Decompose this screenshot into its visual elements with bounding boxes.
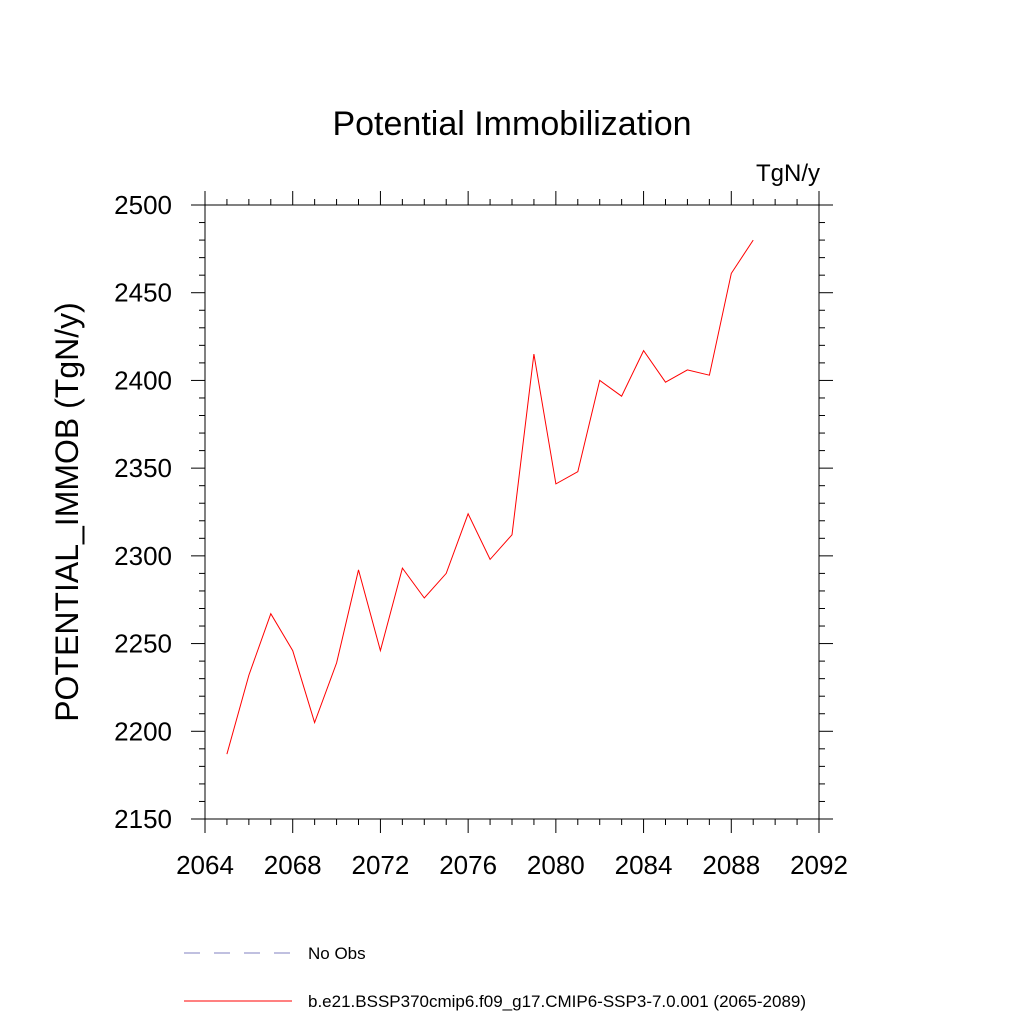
y-tick-label: 2250 bbox=[114, 629, 172, 659]
series-point bbox=[226, 753, 227, 754]
y-tick-label: 2450 bbox=[114, 278, 172, 308]
x-tick-label: 2088 bbox=[702, 850, 760, 880]
series-point bbox=[753, 239, 754, 240]
series-point bbox=[709, 375, 710, 376]
series-point bbox=[380, 650, 381, 651]
x-tick-label: 2072 bbox=[352, 850, 410, 880]
series-point bbox=[555, 483, 556, 484]
series-point bbox=[314, 722, 315, 723]
x-tick-label: 2076 bbox=[439, 850, 497, 880]
x-tick-label: 2064 bbox=[176, 850, 234, 880]
series-point bbox=[621, 396, 622, 397]
series-point bbox=[511, 534, 512, 535]
series-point bbox=[731, 273, 732, 274]
series-point bbox=[358, 569, 359, 570]
series-point bbox=[336, 662, 337, 663]
chart-title: Potential Immobilization bbox=[332, 105, 691, 143]
series-point bbox=[248, 675, 249, 676]
x-tick-label: 2068 bbox=[264, 850, 322, 880]
series-point bbox=[402, 568, 403, 569]
series-point bbox=[577, 471, 578, 472]
series-point bbox=[687, 369, 688, 370]
y-tick-label: 2150 bbox=[114, 804, 172, 834]
series-point bbox=[599, 380, 600, 381]
series-point bbox=[489, 559, 490, 560]
plot-frame bbox=[204, 204, 820, 820]
series-point bbox=[643, 350, 644, 351]
y-axis-label: POTENTIAL_IMMOB (TgN/y) bbox=[49, 302, 85, 722]
series-point bbox=[665, 382, 666, 383]
axis-ticks bbox=[191, 191, 833, 833]
legend-label-model: b.e21.BSSP370cmip6.f09_g17.CMIP6-SSP3-7.… bbox=[308, 992, 806, 1011]
series-point bbox=[424, 597, 425, 598]
series-line-0 bbox=[226, 239, 754, 755]
x-tick-label: 2080 bbox=[527, 850, 585, 880]
y-tick-label: 2200 bbox=[114, 716, 172, 746]
series-layer bbox=[226, 239, 754, 755]
y-tick-label: 2500 bbox=[114, 190, 172, 220]
tick-labels: 2064 2068 2072 2076 2080 2084 2088 2092 2150 2200… bbox=[114, 190, 848, 880]
x-tick-label: 2084 bbox=[615, 850, 673, 880]
series-point bbox=[292, 650, 293, 651]
legend: No Obs b.e21.BSSP370cmip6.f09_g17.CMIP6-… bbox=[184, 944, 806, 1011]
legend-label-no-obs: No Obs bbox=[308, 944, 366, 963]
x-tick-label: 2092 bbox=[790, 850, 848, 880]
series-point bbox=[270, 613, 271, 614]
series-point bbox=[446, 573, 447, 574]
series-point bbox=[533, 354, 534, 355]
y-tick-label: 2350 bbox=[114, 453, 172, 483]
series-point bbox=[468, 513, 469, 514]
units-label: TgN/y bbox=[756, 160, 820, 187]
y-tick-label: 2400 bbox=[114, 365, 172, 395]
y-tick-label: 2300 bbox=[114, 541, 172, 571]
